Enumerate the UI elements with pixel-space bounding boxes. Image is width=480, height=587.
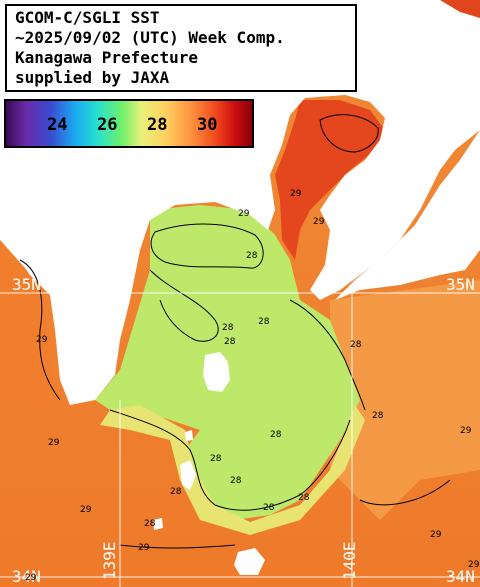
contour-label: 29 <box>460 426 472 436</box>
lat-label-35n-right: 35N <box>446 275 475 294</box>
title-box: GCOM-C/SGLI SST ~2025/09/02 (UTC) Week C… <box>5 4 357 92</box>
title-line-date: ~2025/09/02 (UTC) Week Comp. <box>15 28 285 47</box>
lon-label-140e: 140E <box>340 541 359 580</box>
contour-label: 28 <box>258 317 270 327</box>
land-miyake-island <box>234 548 265 575</box>
sea-hot-area <box>275 100 385 260</box>
legend-tick-28: 28 <box>147 115 168 135</box>
land-small-top-right <box>440 0 480 18</box>
contour-label: 29 <box>290 189 302 199</box>
lat-label-35n-left: 35N <box>12 275 41 294</box>
contour-label: 29 <box>430 530 442 540</box>
sea-yellow-band <box>100 405 365 535</box>
contour-label: 29 <box>138 543 150 553</box>
contour-lines <box>19 114 451 549</box>
contour-label: 28 <box>270 430 282 440</box>
contour-label: 29 <box>48 438 60 448</box>
title-line-satellite: GCOM-C/SGLI SST <box>15 8 160 27</box>
sea-mid-area <box>330 280 480 520</box>
title-line-region: Kanagawa Prefecture <box>15 48 199 67</box>
lon-label-139e: 139E <box>100 541 119 580</box>
legend-tick-30: 30 <box>197 115 218 135</box>
contour-label: 28 <box>144 519 156 529</box>
contour-label: 28 <box>372 411 384 421</box>
contour-label: 28 <box>210 454 222 464</box>
contour-label: 28 <box>350 340 362 350</box>
contour-label: 28 <box>224 337 236 347</box>
contour-label: 28 <box>263 503 275 513</box>
contour-label: 28 <box>298 493 310 503</box>
land-small-island-3 <box>153 518 163 530</box>
sst-color-legend: 24 26 28 30 <box>4 99 254 148</box>
graticule <box>0 290 480 587</box>
contour-label: 29 <box>80 505 92 515</box>
lat-label-34n-left: 34N <box>12 567 41 586</box>
contour-label: 28 <box>246 251 258 261</box>
contour-label: 29 <box>25 573 37 583</box>
land-boso-right <box>335 130 480 300</box>
land-small-island-2 <box>180 460 196 490</box>
contour-label: 28 <box>230 476 242 486</box>
contour-label: 29 <box>468 560 480 570</box>
land-oshima <box>203 352 230 392</box>
legend-tick-24: 24 <box>47 115 68 135</box>
contour-label: 28 <box>222 323 234 333</box>
lat-label-34n-right: 34N <box>446 567 475 586</box>
contour-labels: 29 28 29 29 29 28 28 28 28 28 28 28 28 2… <box>25 189 480 583</box>
contour-label: 28 <box>170 487 182 497</box>
contour-label: 29 <box>238 209 250 219</box>
title-line-supplier: supplied by JAXA <box>15 68 170 87</box>
contour-label: 29 <box>36 335 48 345</box>
contour-label: 29 <box>313 217 325 227</box>
land-small-island-1 <box>185 430 193 441</box>
legend-tick-26: 26 <box>97 115 118 135</box>
land-izu-peninsula <box>0 240 60 410</box>
